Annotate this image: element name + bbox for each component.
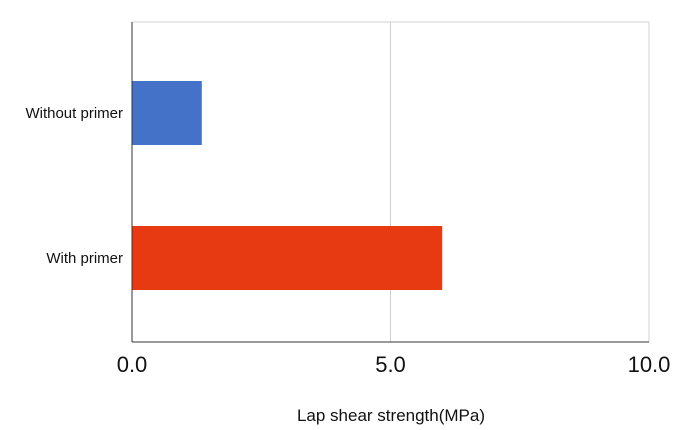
bars	[132, 81, 443, 290]
x-tick-label-1: 5.0	[375, 352, 406, 377]
gridlines	[390, 22, 650, 342]
bar-without-primer	[132, 81, 202, 145]
x-tick-labels: 0.0 5.0 10.0	[117, 352, 671, 377]
x-tick-label-0: 0.0	[117, 352, 148, 377]
category-labels: Without primer With primer	[25, 105, 123, 267]
x-tick-label-2: 10.0	[628, 352, 671, 377]
category-label-with-primer: With primer	[46, 250, 123, 267]
x-axis-title: Lap shear strength(MPa)	[297, 406, 485, 425]
plot-frame	[131, 21, 650, 343]
category-label-without-primer: Without primer	[25, 105, 123, 122]
bar-with-primer	[132, 226, 443, 290]
